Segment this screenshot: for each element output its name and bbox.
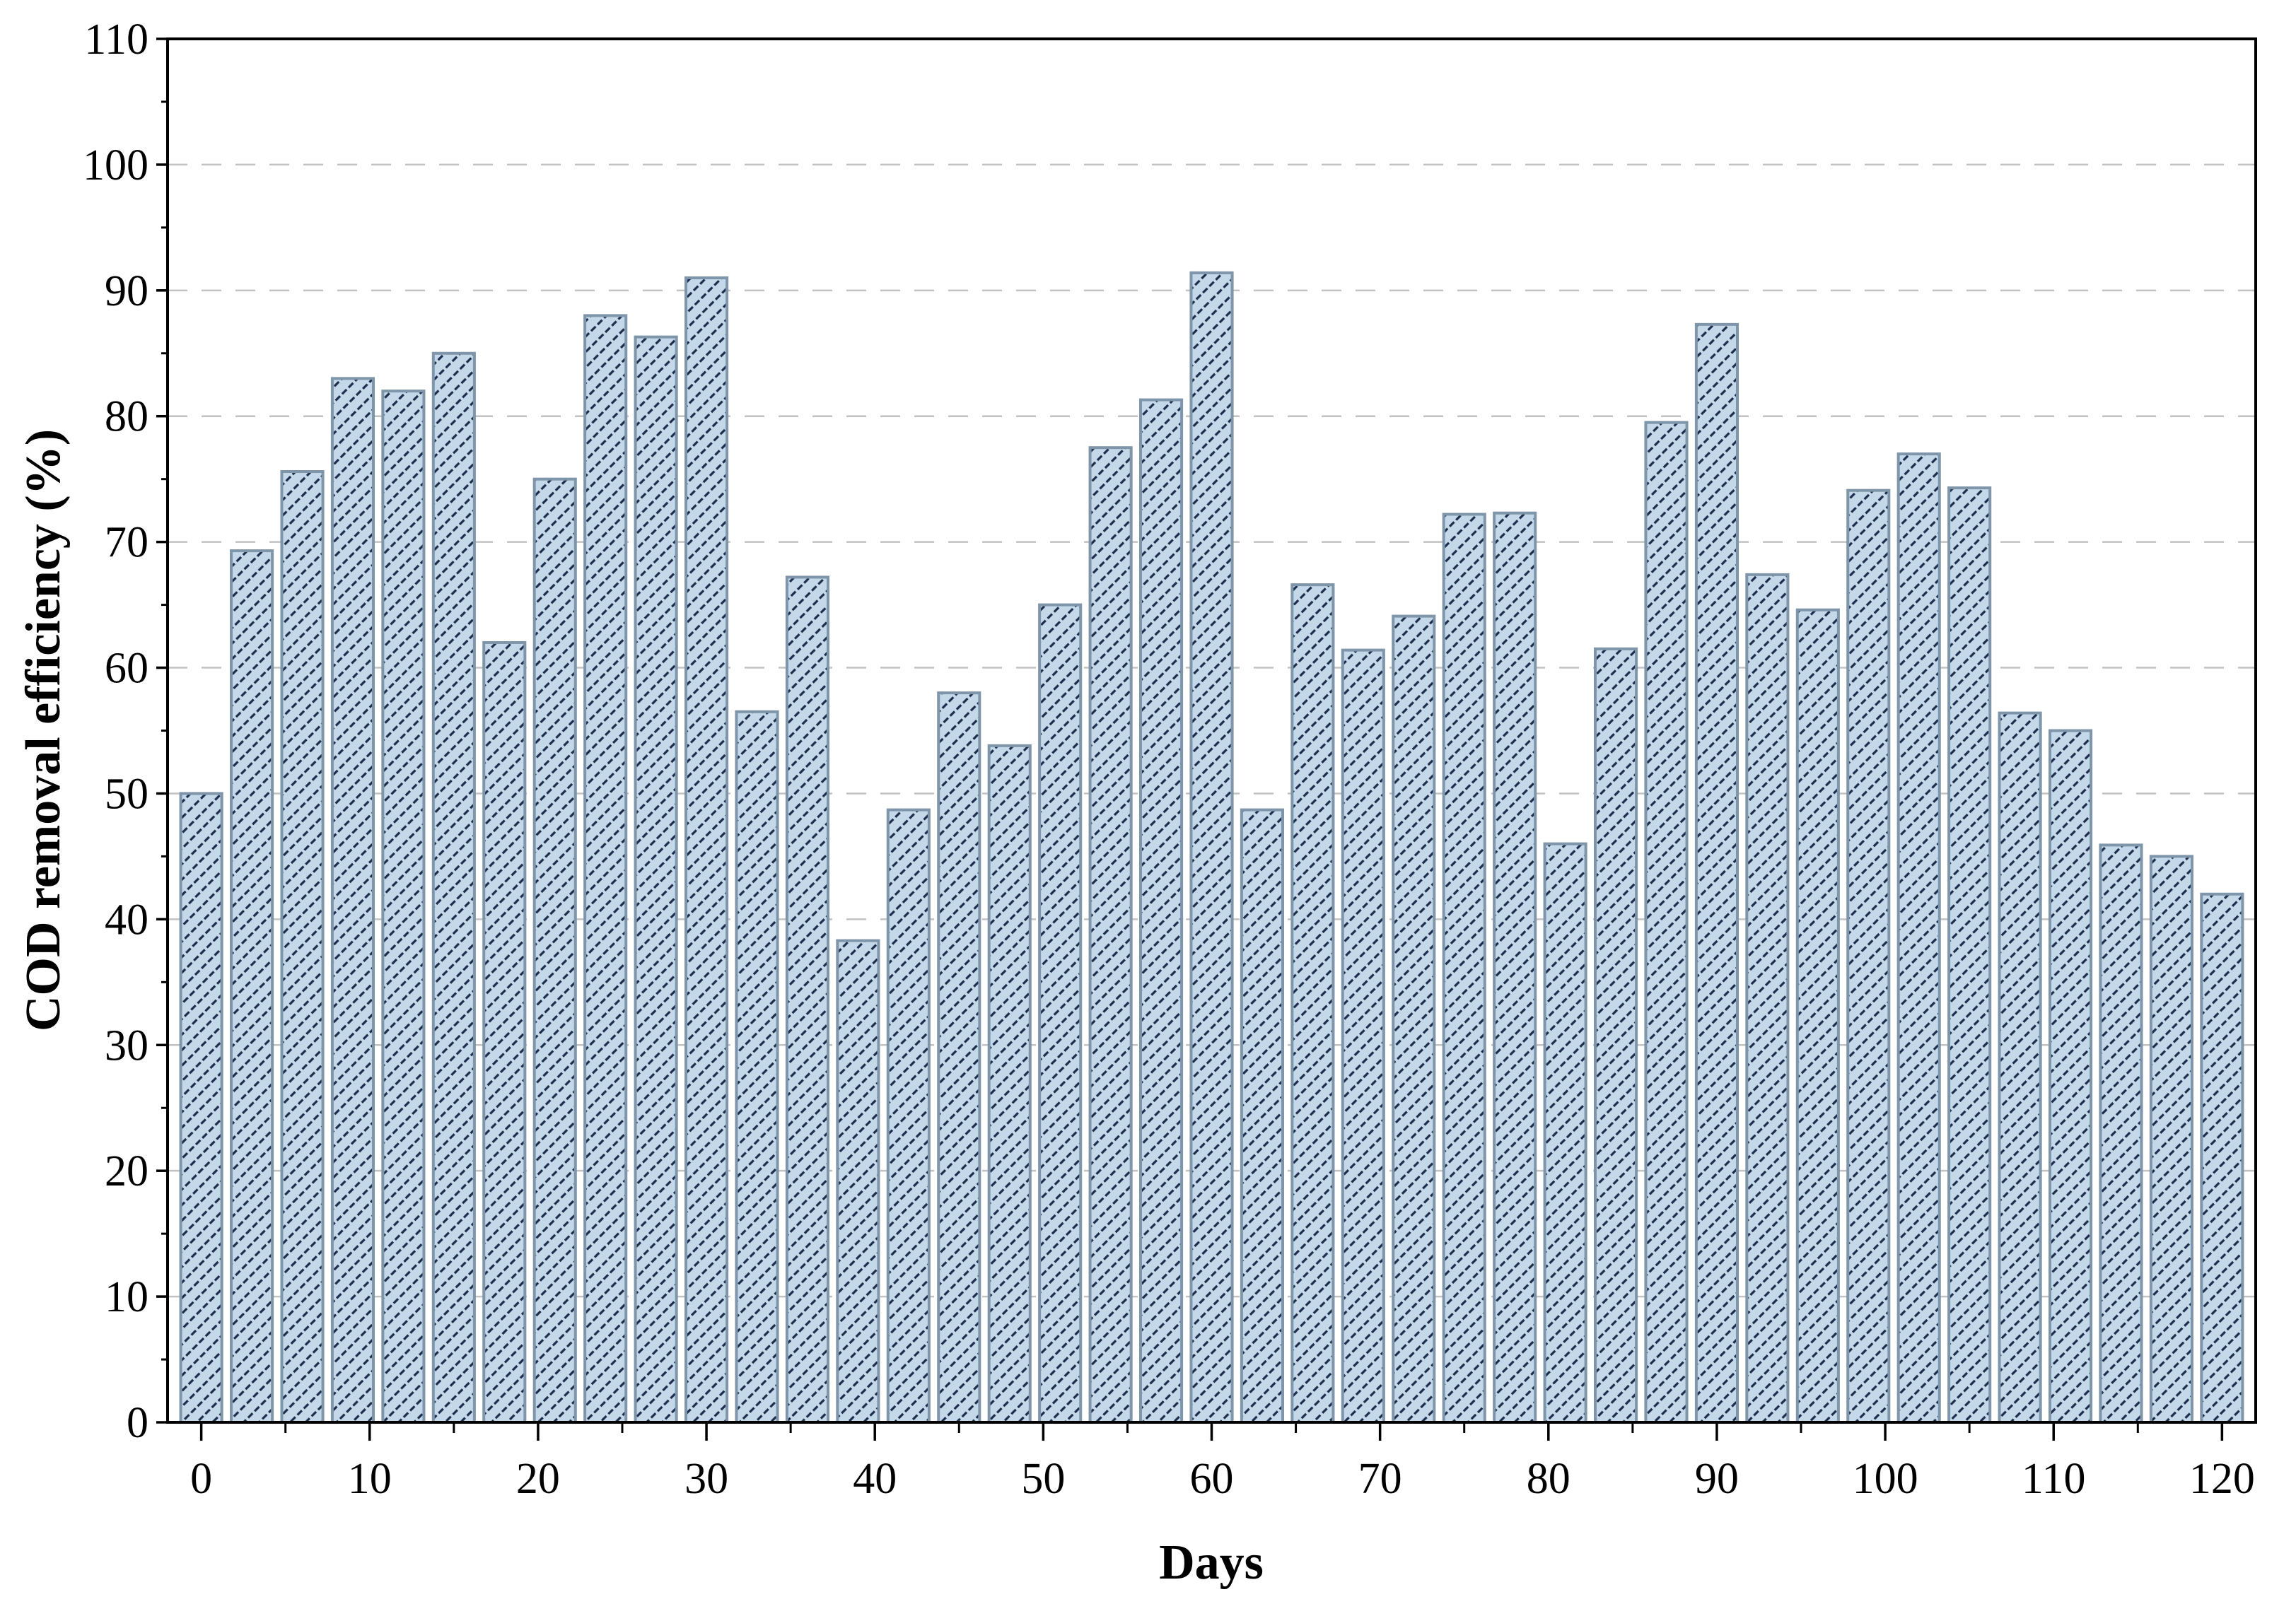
bar-day-57 <box>1139 398 1184 1424</box>
bar-day-12 <box>381 390 426 1424</box>
bar-day-30 <box>684 276 729 1424</box>
bar-day-84 <box>1593 647 1638 1424</box>
bar-day-42 <box>886 808 931 1424</box>
bar-day-108 <box>1998 711 2042 1424</box>
bar-day-6 <box>280 470 325 1424</box>
bar-day-21 <box>532 477 577 1424</box>
bar-day-78 <box>1493 511 1537 1424</box>
bar-day-105 <box>1947 486 1992 1424</box>
bar-day-45 <box>937 691 981 1424</box>
bar-day-111 <box>2048 729 2093 1424</box>
bar-day-33 <box>735 710 779 1424</box>
x-tick-label-100: 100 <box>1853 1455 1918 1503</box>
y-tick-label-40: 40 <box>105 896 148 944</box>
x-tick-label-110: 110 <box>2022 1455 2086 1503</box>
x-tick-label-20: 20 <box>516 1455 560 1503</box>
bar-day-63 <box>1240 808 1284 1424</box>
bar-day-27 <box>634 335 678 1424</box>
y-axis-title: COD removal efficiency (%) <box>16 429 71 1031</box>
bar-day-102 <box>1896 452 1941 1424</box>
bar-day-114 <box>2099 843 2143 1424</box>
bar-day-90 <box>1694 322 1739 1424</box>
bar-day-75 <box>1442 513 1486 1424</box>
bar-day-3 <box>230 549 274 1424</box>
y-tick-label-50: 50 <box>105 770 148 818</box>
bar-day-39 <box>836 939 880 1424</box>
y-tick-label-110: 110 <box>84 16 148 64</box>
bar-day-15 <box>431 351 476 1424</box>
bars-layer <box>179 271 2244 1424</box>
y-tick-label-90: 90 <box>105 267 148 315</box>
bar-day-72 <box>1392 614 1436 1424</box>
y-tick-label-70: 70 <box>105 519 148 567</box>
bar-day-87 <box>1644 421 1689 1424</box>
bar-day-99 <box>1846 488 1891 1424</box>
bar-day-18 <box>482 640 527 1424</box>
y-tick-label-60: 60 <box>105 645 148 693</box>
bar-day-9 <box>330 377 375 1424</box>
bar-day-66 <box>1290 583 1335 1424</box>
bar-day-93 <box>1745 573 1790 1424</box>
x-tick-label-10: 10 <box>348 1455 392 1503</box>
y-tick-label-30: 30 <box>105 1021 148 1070</box>
x-tick-label-0: 0 <box>190 1455 212 1503</box>
bar-day-120 <box>2200 892 2244 1424</box>
tick-labels-layer: 0 10 20 30 40 50 60 70 80 90 100 110 120 0 10 20 30 40 50 6… <box>83 16 2255 1503</box>
axes-layer <box>156 37 2257 1441</box>
x-tick-label-50: 50 <box>1021 1455 1065 1503</box>
bar-day-69 <box>1341 648 1385 1424</box>
bar-day-54 <box>1088 446 1133 1424</box>
x-tick-label-30: 30 <box>684 1455 728 1503</box>
bar-day-60 <box>1189 271 1234 1424</box>
bar-day-51 <box>1038 603 1083 1424</box>
x-axis-title: Days <box>1159 1535 1264 1590</box>
x-tick-label-40: 40 <box>853 1455 897 1503</box>
x-tick-label-60: 60 <box>1190 1455 1234 1503</box>
x-tick-label-90: 90 <box>1695 1455 1739 1503</box>
x-tick-label-70: 70 <box>1358 1455 1402 1503</box>
y-tick-label-80: 80 <box>105 393 148 441</box>
x-tick-label-120: 120 <box>2189 1455 2255 1503</box>
bar-day-96 <box>1795 608 1840 1424</box>
bar-day-0 <box>179 792 223 1424</box>
y-tick-label-20: 20 <box>105 1147 148 1195</box>
bar-day-81 <box>1543 842 1587 1424</box>
bar-day-117 <box>2149 855 2193 1424</box>
bar-day-48 <box>987 744 1032 1424</box>
y-tick-label-0: 0 <box>127 1399 148 1447</box>
x-tick-label-80: 80 <box>1527 1455 1571 1503</box>
bar-day-24 <box>583 314 628 1424</box>
y-tick-label-100: 100 <box>83 141 148 189</box>
bar-day-36 <box>785 575 830 1424</box>
y-tick-label-10: 10 <box>105 1273 148 1321</box>
